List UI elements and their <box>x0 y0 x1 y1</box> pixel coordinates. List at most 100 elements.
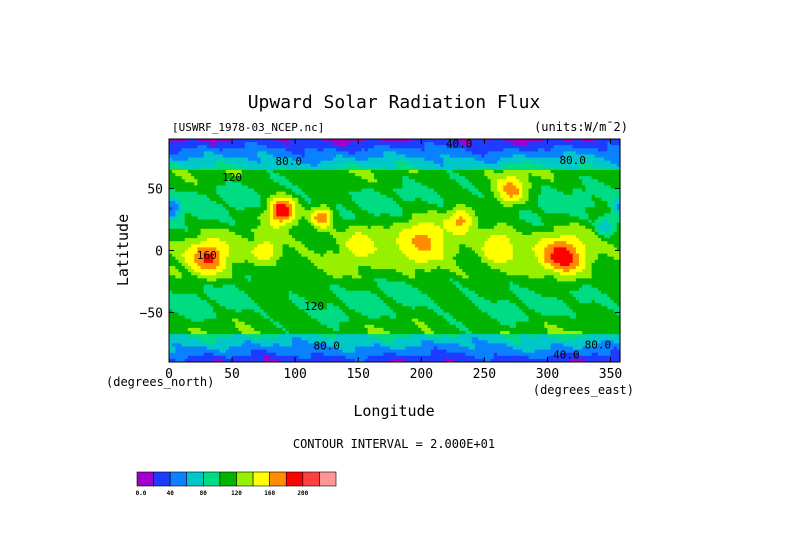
heatmap-cell <box>194 241 198 245</box>
heatmap-cell <box>351 151 356 156</box>
heatmap-cell <box>333 145 337 149</box>
heatmap-cell <box>232 160 236 165</box>
heatmap-cell <box>531 231 536 236</box>
heatmap-cell <box>613 185 618 190</box>
heatmap-cell <box>408 142 413 146</box>
heatmap-cell <box>500 166 504 171</box>
heatmap-cell <box>206 200 211 205</box>
heatmap-cell <box>569 219 574 224</box>
heatmap-cell <box>200 213 205 218</box>
heatmap-cell <box>251 176 255 180</box>
heatmap-cell <box>610 163 615 168</box>
heatmap-cell <box>348 216 353 221</box>
heatmap-cell <box>610 145 615 149</box>
heatmap-cell <box>210 200 214 205</box>
heatmap-cell <box>481 219 485 224</box>
heatmap-cell <box>247 157 252 162</box>
heatmap-cell <box>392 228 397 233</box>
heatmap-cell <box>509 213 514 218</box>
heatmap-cell <box>355 216 359 221</box>
heatmap-cell <box>181 207 186 211</box>
heatmap-cell <box>601 173 605 177</box>
heatmap-cell <box>238 213 243 218</box>
heatmap-cell <box>216 213 221 218</box>
heatmap-cell <box>187 182 192 187</box>
heatmap-cell <box>440 216 444 221</box>
heatmap-cell <box>383 151 388 156</box>
heatmap-cell <box>556 142 561 146</box>
heatmap-cell <box>295 145 299 149</box>
heatmap-cell <box>553 166 558 171</box>
heatmap-cell <box>421 235 426 239</box>
heatmap-cell <box>459 145 463 149</box>
heatmap-cell <box>389 194 394 199</box>
heatmap-cell <box>478 142 482 146</box>
heatmap-cell <box>314 166 318 171</box>
heatmap-cell <box>528 200 533 205</box>
heatmap-cell <box>503 200 508 205</box>
heatmap-cell <box>575 204 580 208</box>
heatmap-cell <box>474 157 479 162</box>
heatmap-cell <box>500 148 504 152</box>
heatmap-cell <box>355 157 359 162</box>
heatmap-cell <box>597 182 602 187</box>
heatmap-cell <box>320 200 325 205</box>
heatmap-cell <box>169 176 173 180</box>
heatmap-cell <box>421 157 426 162</box>
heatmap-cell <box>235 182 239 187</box>
heatmap-cell <box>594 142 599 146</box>
heatmap-cell <box>566 179 571 183</box>
heatmap-cell <box>490 176 495 180</box>
heatmap-cell <box>563 145 567 149</box>
heatmap-cell <box>478 210 482 214</box>
heatmap-cell <box>380 231 385 236</box>
heatmap-cell <box>206 169 211 174</box>
heatmap-cell <box>370 139 375 143</box>
heatmap-cell <box>462 176 467 180</box>
heatmap-cell <box>197 207 202 211</box>
heatmap-cell <box>449 228 454 233</box>
heatmap-cell <box>310 142 315 146</box>
heatmap-cell <box>333 182 337 187</box>
heatmap-cell <box>169 142 173 146</box>
heatmap-cell <box>254 145 258 149</box>
heatmap-cell <box>200 188 205 193</box>
heatmap-cell <box>427 145 432 149</box>
heatmap-cell <box>601 207 605 211</box>
heatmap-cell <box>301 163 306 168</box>
heatmap-cell <box>269 228 274 233</box>
heatmap-cell <box>415 157 419 162</box>
heatmap-cell <box>471 173 476 177</box>
heatmap-cell <box>200 157 205 162</box>
heatmap-cell <box>342 244 347 249</box>
heatmap-cell <box>462 142 467 146</box>
heatmap-cell <box>295 241 299 245</box>
heatmap-cell <box>200 222 205 227</box>
heatmap-cell <box>298 204 303 208</box>
heatmap-cell <box>490 225 495 230</box>
heatmap-cell <box>534 166 539 171</box>
heatmap-cell <box>553 216 558 221</box>
heatmap-cell <box>411 173 416 177</box>
heatmap-cell <box>500 231 504 236</box>
heatmap-cell <box>575 231 580 236</box>
heatmap-cell <box>411 151 416 156</box>
heatmap-cell <box>396 173 400 177</box>
heatmap-cell <box>216 225 221 230</box>
heatmap-cell <box>295 173 299 177</box>
heatmap-cell <box>544 191 549 196</box>
heatmap-cell <box>251 204 255 208</box>
heatmap-cell <box>200 166 205 171</box>
heatmap-cell <box>500 228 504 233</box>
heatmap-cell <box>266 244 271 249</box>
heatmap-cell <box>345 241 350 245</box>
heatmap-cell <box>437 244 441 249</box>
heatmap-cell <box>424 235 429 239</box>
heatmap-cell <box>471 185 476 190</box>
heatmap-cell <box>320 173 325 177</box>
heatmap-cell <box>408 166 413 171</box>
heatmap-cell <box>175 225 180 230</box>
heatmap-cell <box>169 194 173 199</box>
heatmap-cell <box>459 163 463 168</box>
heatmap-cell <box>500 139 504 143</box>
